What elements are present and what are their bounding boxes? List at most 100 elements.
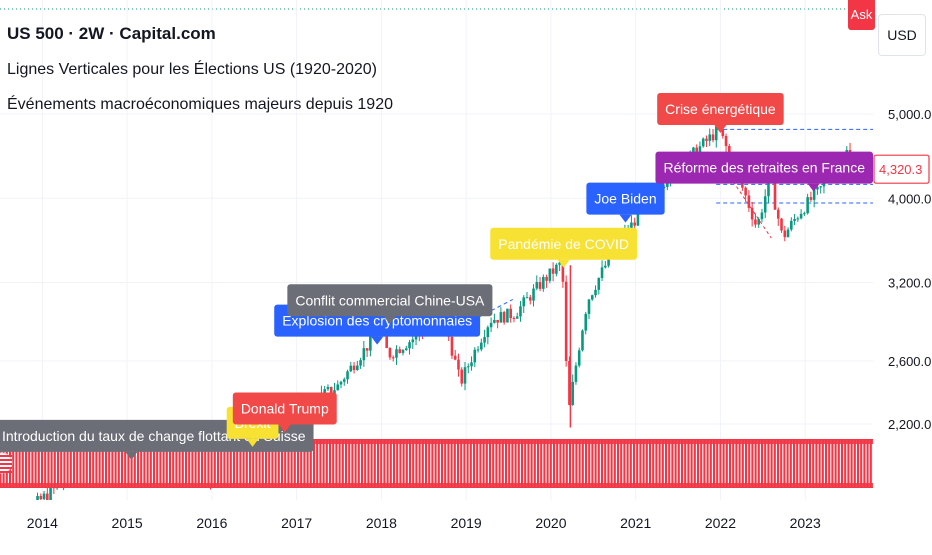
- us-flag-icon: [0, 452, 13, 474]
- candle: [577, 347, 581, 368]
- event-annotation-label: Donald Trump: [241, 400, 329, 416]
- candle: [359, 357, 362, 369]
- last-price-label: 4,320.3: [879, 162, 922, 177]
- candle: [721, 129, 725, 139]
- candle: [365, 348, 369, 358]
- candle: [594, 285, 597, 298]
- candle: [535, 275, 539, 291]
- candle: [574, 362, 578, 385]
- event-annotation-label: Crise énergétique: [665, 101, 776, 117]
- candle: [336, 380, 340, 391]
- candle: [522, 295, 526, 314]
- ask-button[interactable]: Ask: [848, 0, 875, 30]
- candle: [571, 374, 574, 406]
- y-tick-label: 2,600.0: [888, 354, 931, 369]
- candle: [786, 227, 790, 238]
- candle: [502, 310, 506, 325]
- candle: [408, 339, 411, 355]
- candle: [398, 346, 402, 354]
- candle: [783, 225, 787, 242]
- candle: [46, 486, 49, 503]
- x-tick-label: 2020: [535, 515, 566, 531]
- event-annotation[interactable]: Joe Biden: [586, 182, 665, 223]
- candle: [584, 311, 588, 335]
- candle: [806, 193, 809, 215]
- candle: [352, 361, 356, 374]
- candle: [780, 217, 783, 233]
- indicator-label-events: Événements macroéconomiques majeurs depu…: [7, 96, 393, 113]
- indicator-label-elections: Lignes Verticales pour les Élections US …: [7, 61, 377, 78]
- currency-button[interactable]: USD: [878, 14, 926, 56]
- candle: [796, 216, 800, 222]
- y-tick-label: 5,000.0: [888, 107, 931, 122]
- candle: [581, 329, 584, 352]
- last-price-tag: 4,320.3: [873, 154, 930, 184]
- candle: [476, 346, 480, 353]
- candle: [708, 128, 712, 147]
- x-tick-label: 2019: [451, 515, 482, 531]
- candle: [39, 493, 43, 501]
- y-tick-label: 4,000.0: [888, 191, 931, 206]
- candle: [816, 185, 819, 195]
- event-annotation[interactable]: Pandémie de COVID: [490, 227, 638, 268]
- candle: [587, 298, 591, 320]
- candle: [512, 316, 516, 323]
- candle: [395, 345, 398, 365]
- candle: [346, 369, 349, 384]
- candle: [555, 263, 558, 277]
- candle: [493, 313, 496, 324]
- candle: [342, 377, 346, 386]
- candle: [411, 335, 415, 350]
- candle: [519, 301, 522, 322]
- candle: [568, 356, 571, 406]
- candle: [349, 361, 353, 373]
- candle: [499, 307, 503, 323]
- candle: [480, 338, 483, 352]
- candle: [705, 135, 708, 148]
- candle: [590, 294, 594, 301]
- candle: [356, 360, 359, 371]
- candle: [760, 208, 764, 223]
- candle: [803, 211, 806, 216]
- candle: [391, 355, 395, 362]
- trend-line[interactable]: [478, 298, 514, 318]
- candle: [754, 213, 757, 228]
- event-annotation[interactable]: Réforme des retraites en France: [655, 151, 873, 192]
- event-annotation[interactable]: Crise énergétique: [657, 92, 784, 133]
- candle: [564, 275, 568, 367]
- event-annotation-label: Explosion des cryptomonnaies: [282, 313, 472, 329]
- event-annotation-label: Joe Biden: [594, 191, 656, 207]
- x-tick-label: 2018: [366, 515, 397, 531]
- candle: [506, 308, 509, 323]
- event-annotation[interactable]: Donald Trump: [232, 392, 337, 433]
- candle: [757, 217, 760, 228]
- candle: [339, 380, 343, 389]
- candle: [515, 312, 519, 319]
- candle: [799, 209, 803, 220]
- candle: [496, 319, 499, 329]
- candle: [744, 186, 747, 202]
- candle: [401, 348, 405, 356]
- candle: [388, 347, 392, 360]
- candle: [776, 207, 780, 226]
- x-tick-label: 2015: [112, 515, 143, 531]
- x-tick-label: 2016: [196, 515, 227, 531]
- candle: [600, 260, 604, 282]
- candle: [42, 490, 46, 502]
- candle: [809, 191, 813, 202]
- trend-line[interactable]: [732, 181, 772, 239]
- event-annotation[interactable]: Conflit commercial Chine-USA: [287, 284, 493, 325]
- candle: [532, 284, 535, 307]
- candle: [724, 133, 728, 153]
- x-tick-label: 2021: [620, 515, 651, 531]
- event-annotation-label: Conflit commercial Chine-USA: [295, 292, 485, 308]
- candle: [453, 349, 457, 361]
- candle: [750, 202, 754, 227]
- candle: [486, 325, 490, 345]
- candle: [542, 274, 545, 292]
- time-axis[interactable]: [0, 500, 932, 550]
- price-axis[interactable]: [873, 0, 932, 550]
- candle: [326, 384, 330, 392]
